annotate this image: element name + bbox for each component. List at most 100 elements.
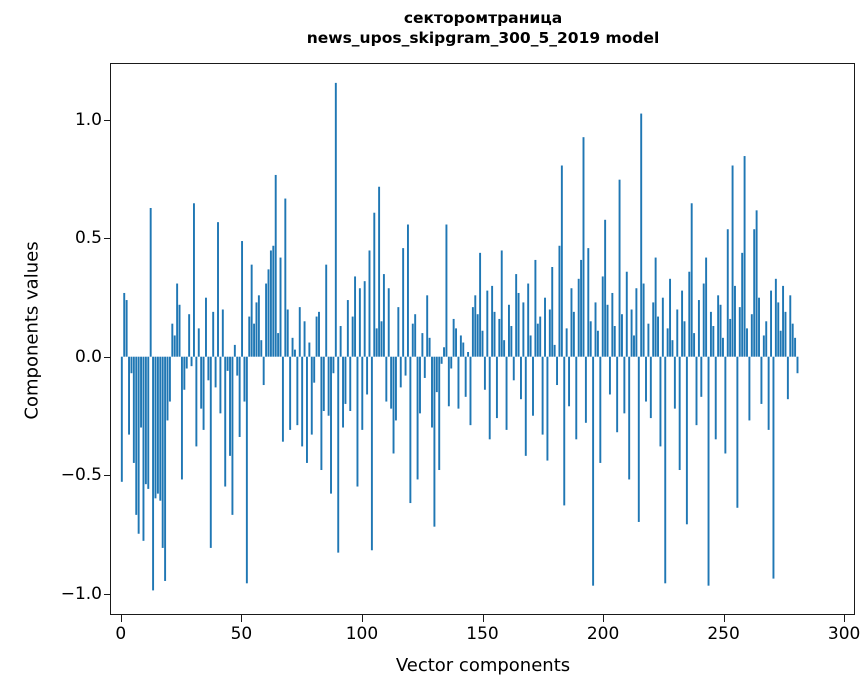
bar	[613, 326, 616, 357]
bar	[200, 356, 203, 409]
bar	[654, 257, 657, 357]
bar	[207, 356, 210, 381]
bar	[132, 356, 135, 463]
bar	[327, 356, 330, 416]
x-tick-label: 0	[115, 624, 127, 644]
bar	[161, 356, 164, 548]
bar	[683, 321, 686, 357]
y-tick-mark	[104, 475, 111, 477]
y-tick-mark	[104, 356, 111, 358]
bar	[753, 229, 756, 357]
bar	[709, 311, 712, 357]
bar	[791, 323, 794, 357]
bar	[647, 323, 650, 357]
bar	[685, 356, 688, 525]
bar	[284, 198, 287, 357]
bar	[539, 316, 542, 357]
bar	[755, 210, 758, 357]
bar	[164, 356, 167, 581]
bar	[618, 179, 621, 357]
bar	[245, 356, 248, 584]
bar	[301, 356, 304, 447]
bar	[166, 356, 169, 421]
y-tick-label: −0.5	[60, 465, 102, 486]
bar	[736, 356, 739, 508]
bar	[556, 356, 559, 386]
bar	[640, 113, 643, 357]
bar	[188, 314, 191, 357]
bar	[303, 321, 306, 357]
bar	[385, 356, 388, 402]
bar	[623, 356, 626, 414]
bar	[575, 356, 578, 440]
bar	[238, 356, 241, 437]
bar	[469, 356, 472, 426]
bar	[702, 283, 705, 357]
x-axis-label: Vector components	[395, 655, 571, 676]
bar	[368, 250, 371, 357]
bar	[599, 356, 602, 463]
bar	[743, 156, 746, 357]
bar	[498, 318, 501, 357]
bar	[707, 356, 710, 586]
bar	[404, 356, 407, 376]
bar	[315, 316, 318, 357]
bar	[373, 212, 376, 357]
bar	[154, 356, 157, 499]
x-tick-mark	[361, 615, 363, 622]
bar	[633, 335, 635, 357]
bar	[572, 311, 575, 357]
bar	[452, 318, 455, 357]
bar	[548, 309, 551, 357]
bar	[765, 321, 768, 357]
bar	[212, 311, 215, 357]
bar	[760, 356, 763, 404]
bar	[517, 292, 520, 357]
bar	[195, 356, 198, 447]
x-tick-mark	[603, 615, 605, 622]
bar	[714, 356, 717, 440]
bar	[782, 285, 785, 357]
bar	[370, 356, 373, 551]
bar	[582, 137, 585, 357]
bar	[695, 356, 698, 426]
bar	[450, 356, 453, 369]
bar	[673, 356, 676, 409]
bar	[130, 356, 133, 374]
bar	[378, 186, 381, 357]
bar	[560, 165, 563, 357]
bar	[296, 356, 299, 426]
x-tick-mark	[723, 615, 725, 622]
bar	[529, 335, 532, 357]
bar	[291, 337, 294, 357]
bar	[666, 328, 669, 357]
bar	[313, 356, 316, 383]
bar	[661, 297, 664, 357]
bar	[601, 276, 604, 357]
bar	[272, 245, 275, 357]
bar	[128, 356, 130, 435]
bar	[796, 356, 799, 374]
bar	[690, 203, 693, 357]
bar	[481, 330, 484, 357]
bar	[224, 356, 227, 487]
y-axis-label: Components values	[21, 241, 43, 420]
bar	[397, 307, 400, 357]
bar	[532, 356, 534, 416]
bar	[635, 288, 638, 357]
bar	[758, 297, 760, 357]
bar	[409, 356, 412, 504]
bar	[649, 356, 652, 419]
bar	[786, 356, 789, 400]
bar	[503, 340, 506, 357]
bar	[342, 356, 345, 428]
x-tick-mark	[120, 615, 122, 622]
bar	[551, 267, 554, 357]
bar	[606, 304, 609, 357]
bar	[318, 311, 320, 357]
bar	[507, 304, 510, 357]
bar	[197, 328, 200, 357]
bar	[248, 316, 251, 357]
bar	[339, 326, 342, 357]
bar	[173, 335, 176, 357]
